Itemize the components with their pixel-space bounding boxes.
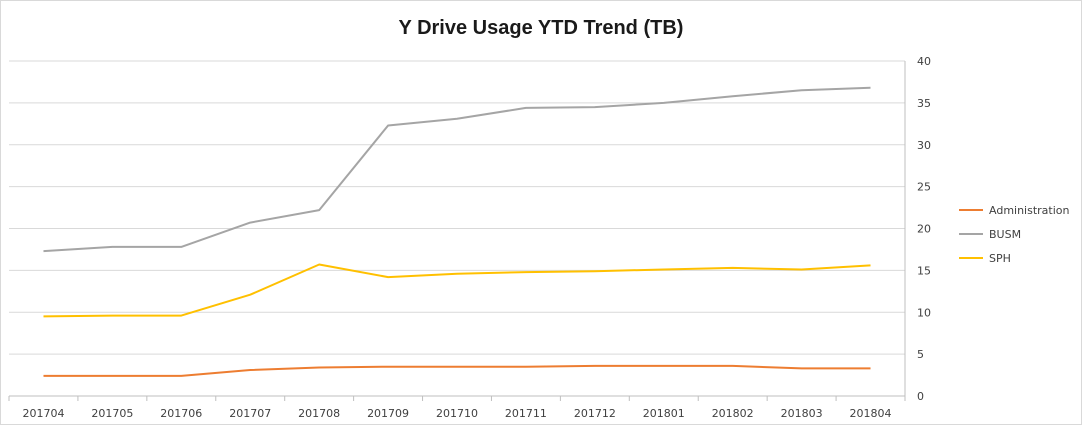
y-tick-label: 35 (917, 97, 931, 110)
x-tick-label: 201709 (367, 407, 409, 420)
legend-item-administration: Administration (959, 204, 1070, 217)
series-lines (43, 86, 871, 377)
x-tick-label: 201708 (298, 407, 340, 420)
x-tick-label: 201712 (574, 407, 616, 420)
x-tick-label: 201704 (22, 407, 64, 420)
legend-label: Administration (989, 204, 1070, 217)
gridlines (8, 60, 906, 401)
y-tick-label: 15 (917, 264, 931, 277)
x-tick-label: 201705 (91, 407, 133, 420)
legend-label: BUSM (989, 228, 1021, 241)
series-line-sph (43, 263, 871, 318)
y-tick-label: 25 (917, 181, 931, 194)
series-line-administration (43, 364, 871, 377)
y-tick-label: 0 (917, 390, 924, 403)
legend-item-busm: BUSM (959, 228, 1021, 241)
y-axis-ticks: 0 5 10 15 20 25 30 35 40 (917, 55, 931, 403)
legend: Administration BUSM SPH (959, 204, 1070, 265)
x-tick-label: 201707 (229, 407, 271, 420)
x-tick-label: 201802 (712, 407, 754, 420)
y-tick-label: 20 (917, 223, 931, 236)
x-tick-label: 201706 (160, 407, 202, 420)
legend-item-sph: SPH (959, 252, 1011, 265)
x-tick-label: 201804 (850, 407, 892, 420)
chart-title: Y Drive Usage YTD Trend (TB) (399, 17, 684, 39)
x-tick-label: 201801 (643, 407, 685, 420)
y-tick-label: 10 (917, 306, 931, 319)
series-line-busm (43, 86, 871, 253)
y-tick-label: 5 (917, 348, 924, 361)
x-tick-label: 201803 (781, 407, 823, 420)
y-tick-label: 30 (917, 139, 931, 152)
x-tick-label: 201710 (436, 407, 478, 420)
y-tick-label: 40 (917, 55, 931, 68)
x-axis-ticks: 201704 201705 201706 201707 201708 201709 2017… (22, 407, 891, 420)
x-tick-label: 201711 (505, 407, 547, 420)
legend-label: SPH (989, 252, 1011, 265)
